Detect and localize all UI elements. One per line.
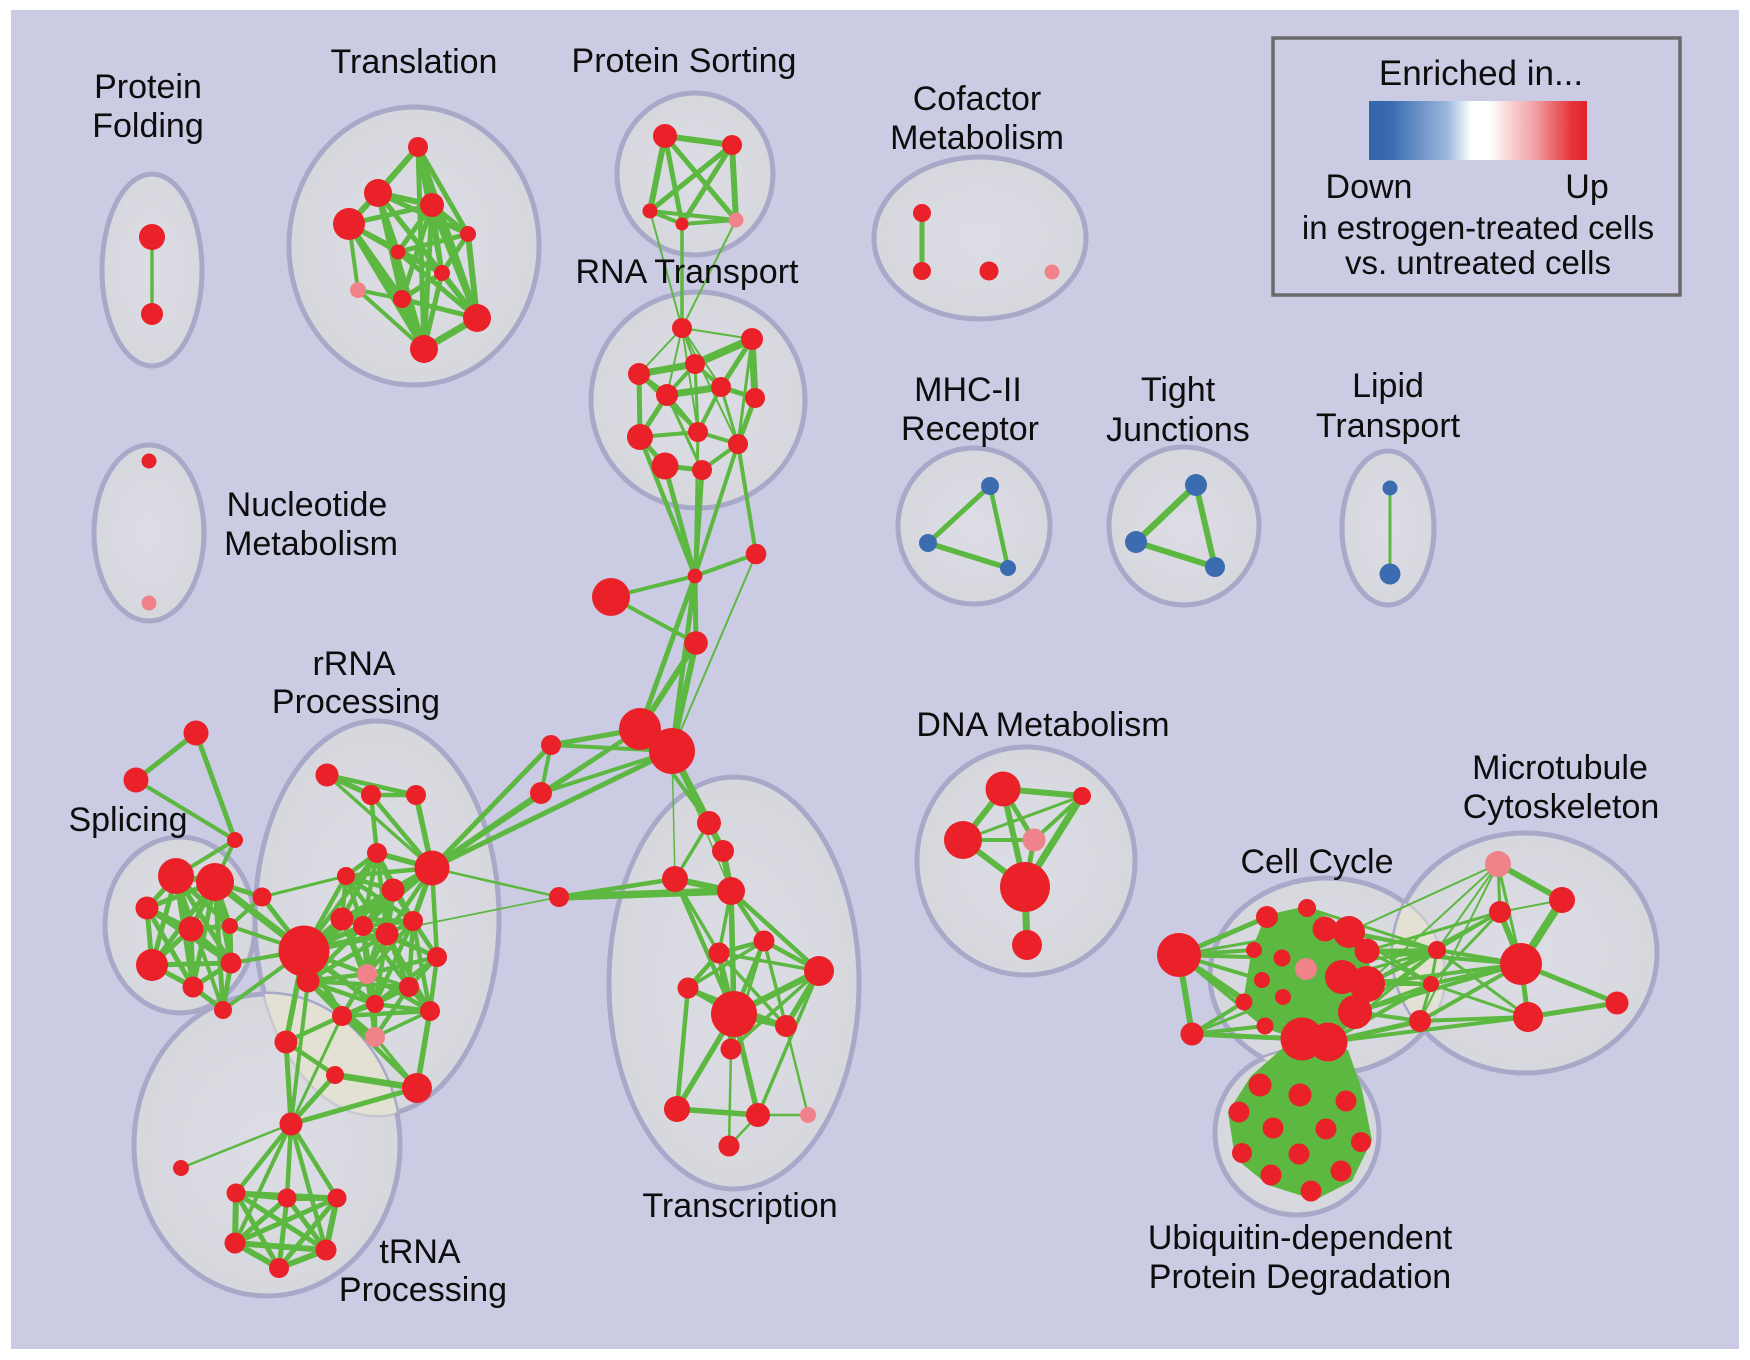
svg-text:RNA Transport: RNA Transport <box>576 253 800 291</box>
svg-text:Cofactor: Cofactor <box>913 80 1042 118</box>
svg-text:Metabolism: Metabolism <box>224 525 398 563</box>
svg-text:Lipid: Lipid <box>1352 367 1424 405</box>
svg-text:Up: Up <box>1565 168 1608 206</box>
svg-text:Metabolism: Metabolism <box>890 119 1064 157</box>
svg-text:rRNA: rRNA <box>312 645 395 683</box>
svg-text:Splicing: Splicing <box>68 801 187 839</box>
svg-text:Enriched in...: Enriched in... <box>1379 54 1583 93</box>
svg-text:Protein Degradation: Protein Degradation <box>1149 1258 1451 1296</box>
svg-text:Processing: Processing <box>339 1271 507 1309</box>
svg-text:Processing: Processing <box>272 683 440 721</box>
svg-text:Down: Down <box>1326 168 1413 206</box>
svg-text:Receptor: Receptor <box>901 410 1039 448</box>
svg-text:vs. untreated cells: vs. untreated cells <box>1345 244 1611 281</box>
svg-text:Nucleotide: Nucleotide <box>227 486 388 524</box>
svg-text:Protein: Protein <box>94 68 202 106</box>
svg-text:in estrogen-treated cells: in estrogen-treated cells <box>1302 209 1654 246</box>
svg-text:Translation: Translation <box>331 43 498 81</box>
svg-text:Transcription: Transcription <box>642 1187 837 1225</box>
svg-text:Cell Cycle: Cell Cycle <box>1240 843 1393 881</box>
svg-text:Transport: Transport <box>1316 407 1461 445</box>
svg-text:Tight: Tight <box>1141 371 1216 409</box>
svg-text:Microtubule: Microtubule <box>1472 749 1648 787</box>
svg-text:MHC-II: MHC-II <box>914 371 1022 409</box>
svg-text:tRNA: tRNA <box>379 1233 461 1271</box>
svg-text:Folding: Folding <box>92 107 204 145</box>
svg-text:Cytoskeleton: Cytoskeleton <box>1463 788 1660 826</box>
svg-text:DNA Metabolism: DNA Metabolism <box>916 706 1169 744</box>
svg-text:Ubiquitin-dependent: Ubiquitin-dependent <box>1148 1219 1453 1257</box>
svg-text:Junctions: Junctions <box>1106 411 1250 449</box>
svg-text:Protein Sorting: Protein Sorting <box>572 42 797 80</box>
